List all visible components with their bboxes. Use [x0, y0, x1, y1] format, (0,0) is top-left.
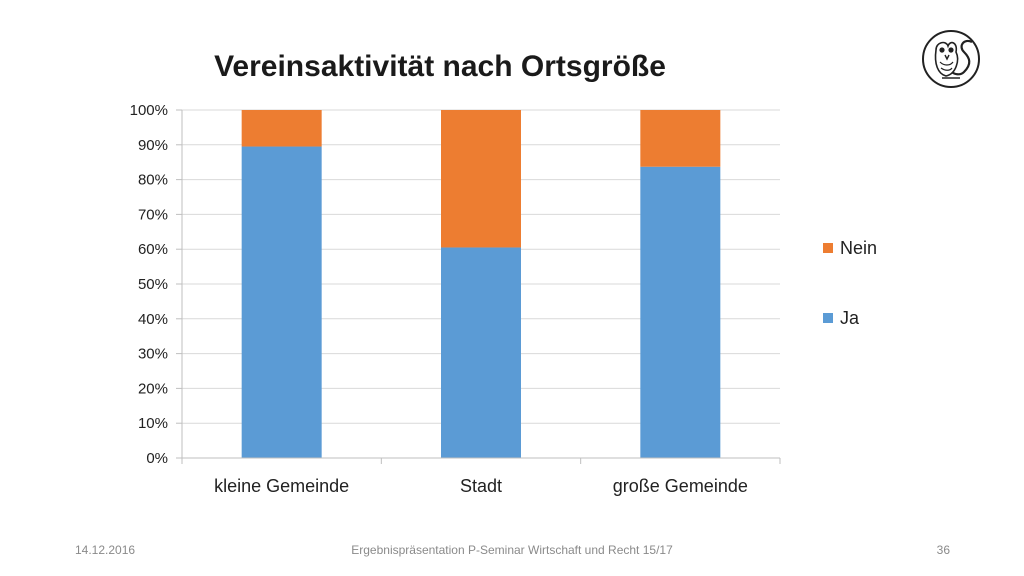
y-tick-label: 20%: [138, 380, 168, 397]
legend-swatch-ja: [823, 313, 833, 323]
legend-label-ja: Ja: [840, 308, 860, 328]
x-category-label: Stadt: [460, 476, 502, 496]
y-tick-label: 80%: [138, 172, 168, 189]
bar-ja-1: [241, 146, 322, 459]
y-tick-label: 0%: [146, 450, 168, 467]
y-tick-label: 50%: [138, 276, 168, 293]
legend-label-nein: Nein: [840, 238, 877, 258]
bar-nein-1: [241, 110, 322, 147]
y-tick-label: 100%: [130, 102, 168, 119]
y-tick-label: 90%: [138, 137, 168, 154]
y-tick-label: 30%: [138, 346, 168, 363]
legend-swatch-nein: [823, 243, 833, 253]
bar-nein-3: [640, 110, 721, 167]
y-tick-label: 10%: [138, 415, 168, 432]
footer-date: 14.12.2016: [75, 543, 136, 557]
x-category-label: große Gemeinde: [613, 476, 748, 496]
page-number: 36: [936, 543, 950, 557]
y-tick-label: 60%: [138, 241, 168, 258]
x-category-label: kleine Gemeinde: [214, 476, 349, 496]
bar-ja-2: [441, 247, 521, 458]
y-tick-label: 70%: [138, 206, 168, 223]
y-tick-label: 40%: [138, 311, 168, 328]
owl-crest-icon: [922, 30, 980, 88]
bar-ja-3: [640, 166, 721, 458]
chart-title: Vereinsaktivität nach Ortsgröße: [214, 50, 666, 83]
bar-nein-2: [441, 110, 521, 248]
footer-title: Ergebnispräsentation P-Seminar Wirtschaf…: [351, 543, 673, 557]
